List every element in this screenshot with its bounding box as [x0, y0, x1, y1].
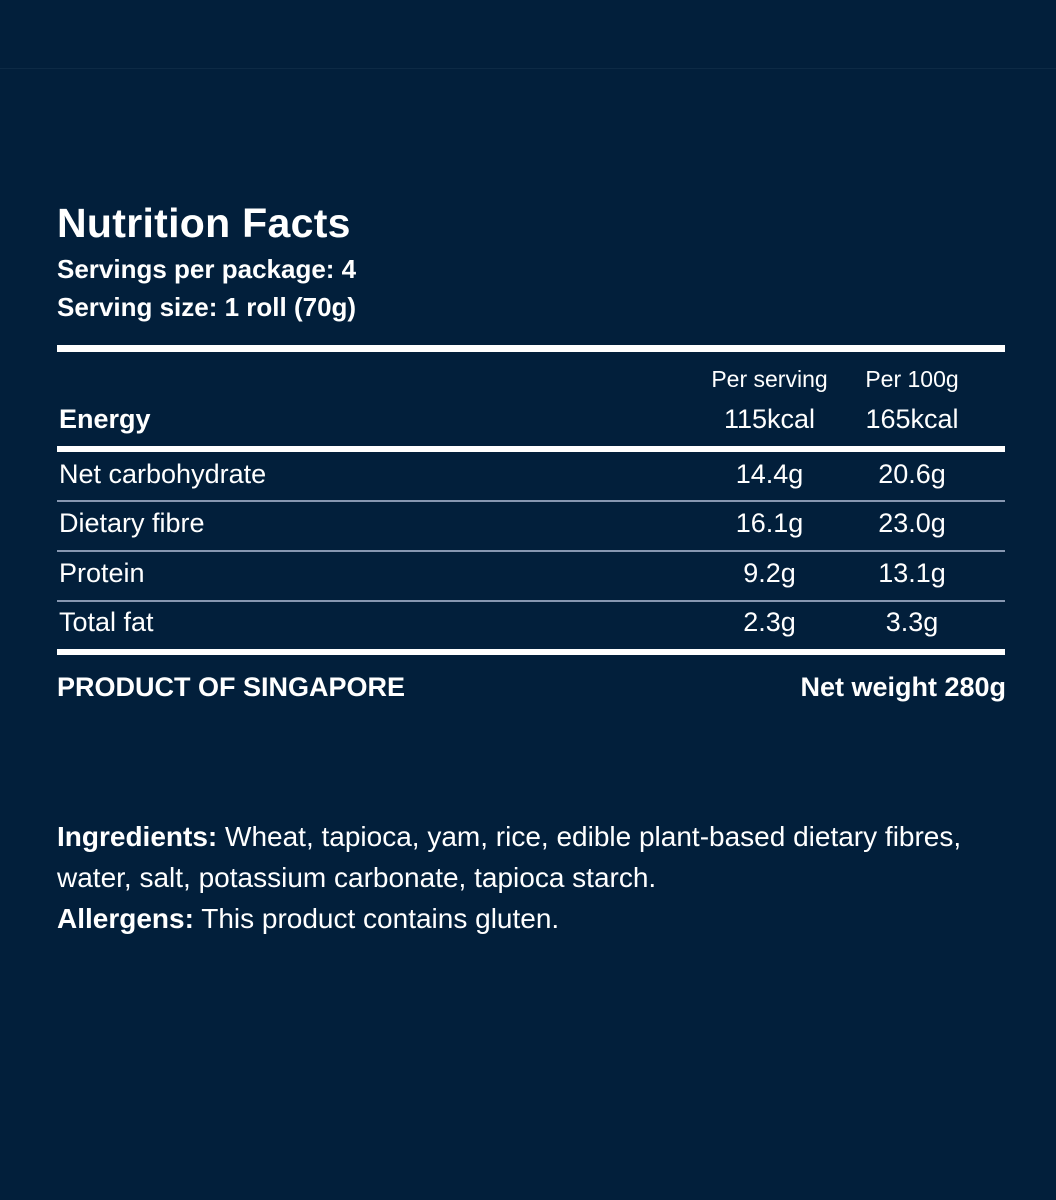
row-per-100g: 13.1g	[878, 558, 946, 588]
energy-per-100g: 165kcal	[865, 404, 959, 434]
header-per-serving: Per serving	[711, 366, 828, 392]
row-per-100g: 20.6g	[878, 459, 946, 489]
ingredients: Ingredients: Wheat, tapioca, yam, rice, …	[57, 816, 997, 898]
row-divider	[57, 550, 1005, 552]
ingredients-text: Wheat, tapioca, yam, rice, edible plant-…	[57, 821, 962, 893]
row-label: Protein	[59, 558, 145, 588]
row-label: Net carbohydrate	[59, 459, 267, 489]
allergens: Allergens: This product contains gluten.	[57, 898, 997, 939]
servings-per-package: Servings per package: 4	[57, 254, 357, 284]
energy-per-serving: 115kcal	[723, 404, 816, 434]
header-per-100g: Per 100g	[865, 366, 959, 392]
row-divider	[57, 500, 1005, 502]
row-per-serving: 9.2g	[743, 558, 796, 588]
row-label: Total fat	[59, 607, 154, 637]
thick-divider	[57, 446, 1005, 452]
allergens-text: This product contains gluten.	[193, 903, 560, 934]
energy-label: Energy	[59, 404, 151, 434]
ingredients-label: Ingredients:	[57, 821, 218, 852]
net-weight: Net weight 280g	[800, 672, 1006, 702]
row-per-serving: 16.1g	[735, 508, 804, 538]
thick-divider	[57, 649, 1005, 655]
ingredients-section: Ingredients: Wheat, tapioca, yam, rice, …	[57, 816, 997, 939]
row-per-100g: 23.0g	[878, 508, 946, 538]
row-label: Dietary fibre	[59, 508, 205, 538]
page-title: Nutrition Facts	[57, 200, 351, 246]
allergens-label: Allergens:	[57, 903, 194, 934]
row-per-100g: 3.3g	[885, 607, 939, 637]
row-per-serving: 2.3g	[743, 607, 796, 637]
row-divider	[57, 600, 1005, 602]
serving-size: Serving size: 1 roll (70g)	[57, 292, 357, 322]
row-per-serving: 14.4g	[735, 459, 804, 489]
origin: PRODUCT OF SINGAPORE	[57, 672, 406, 702]
top-divider	[0, 68, 1056, 69]
thick-divider	[57, 345, 1005, 352]
